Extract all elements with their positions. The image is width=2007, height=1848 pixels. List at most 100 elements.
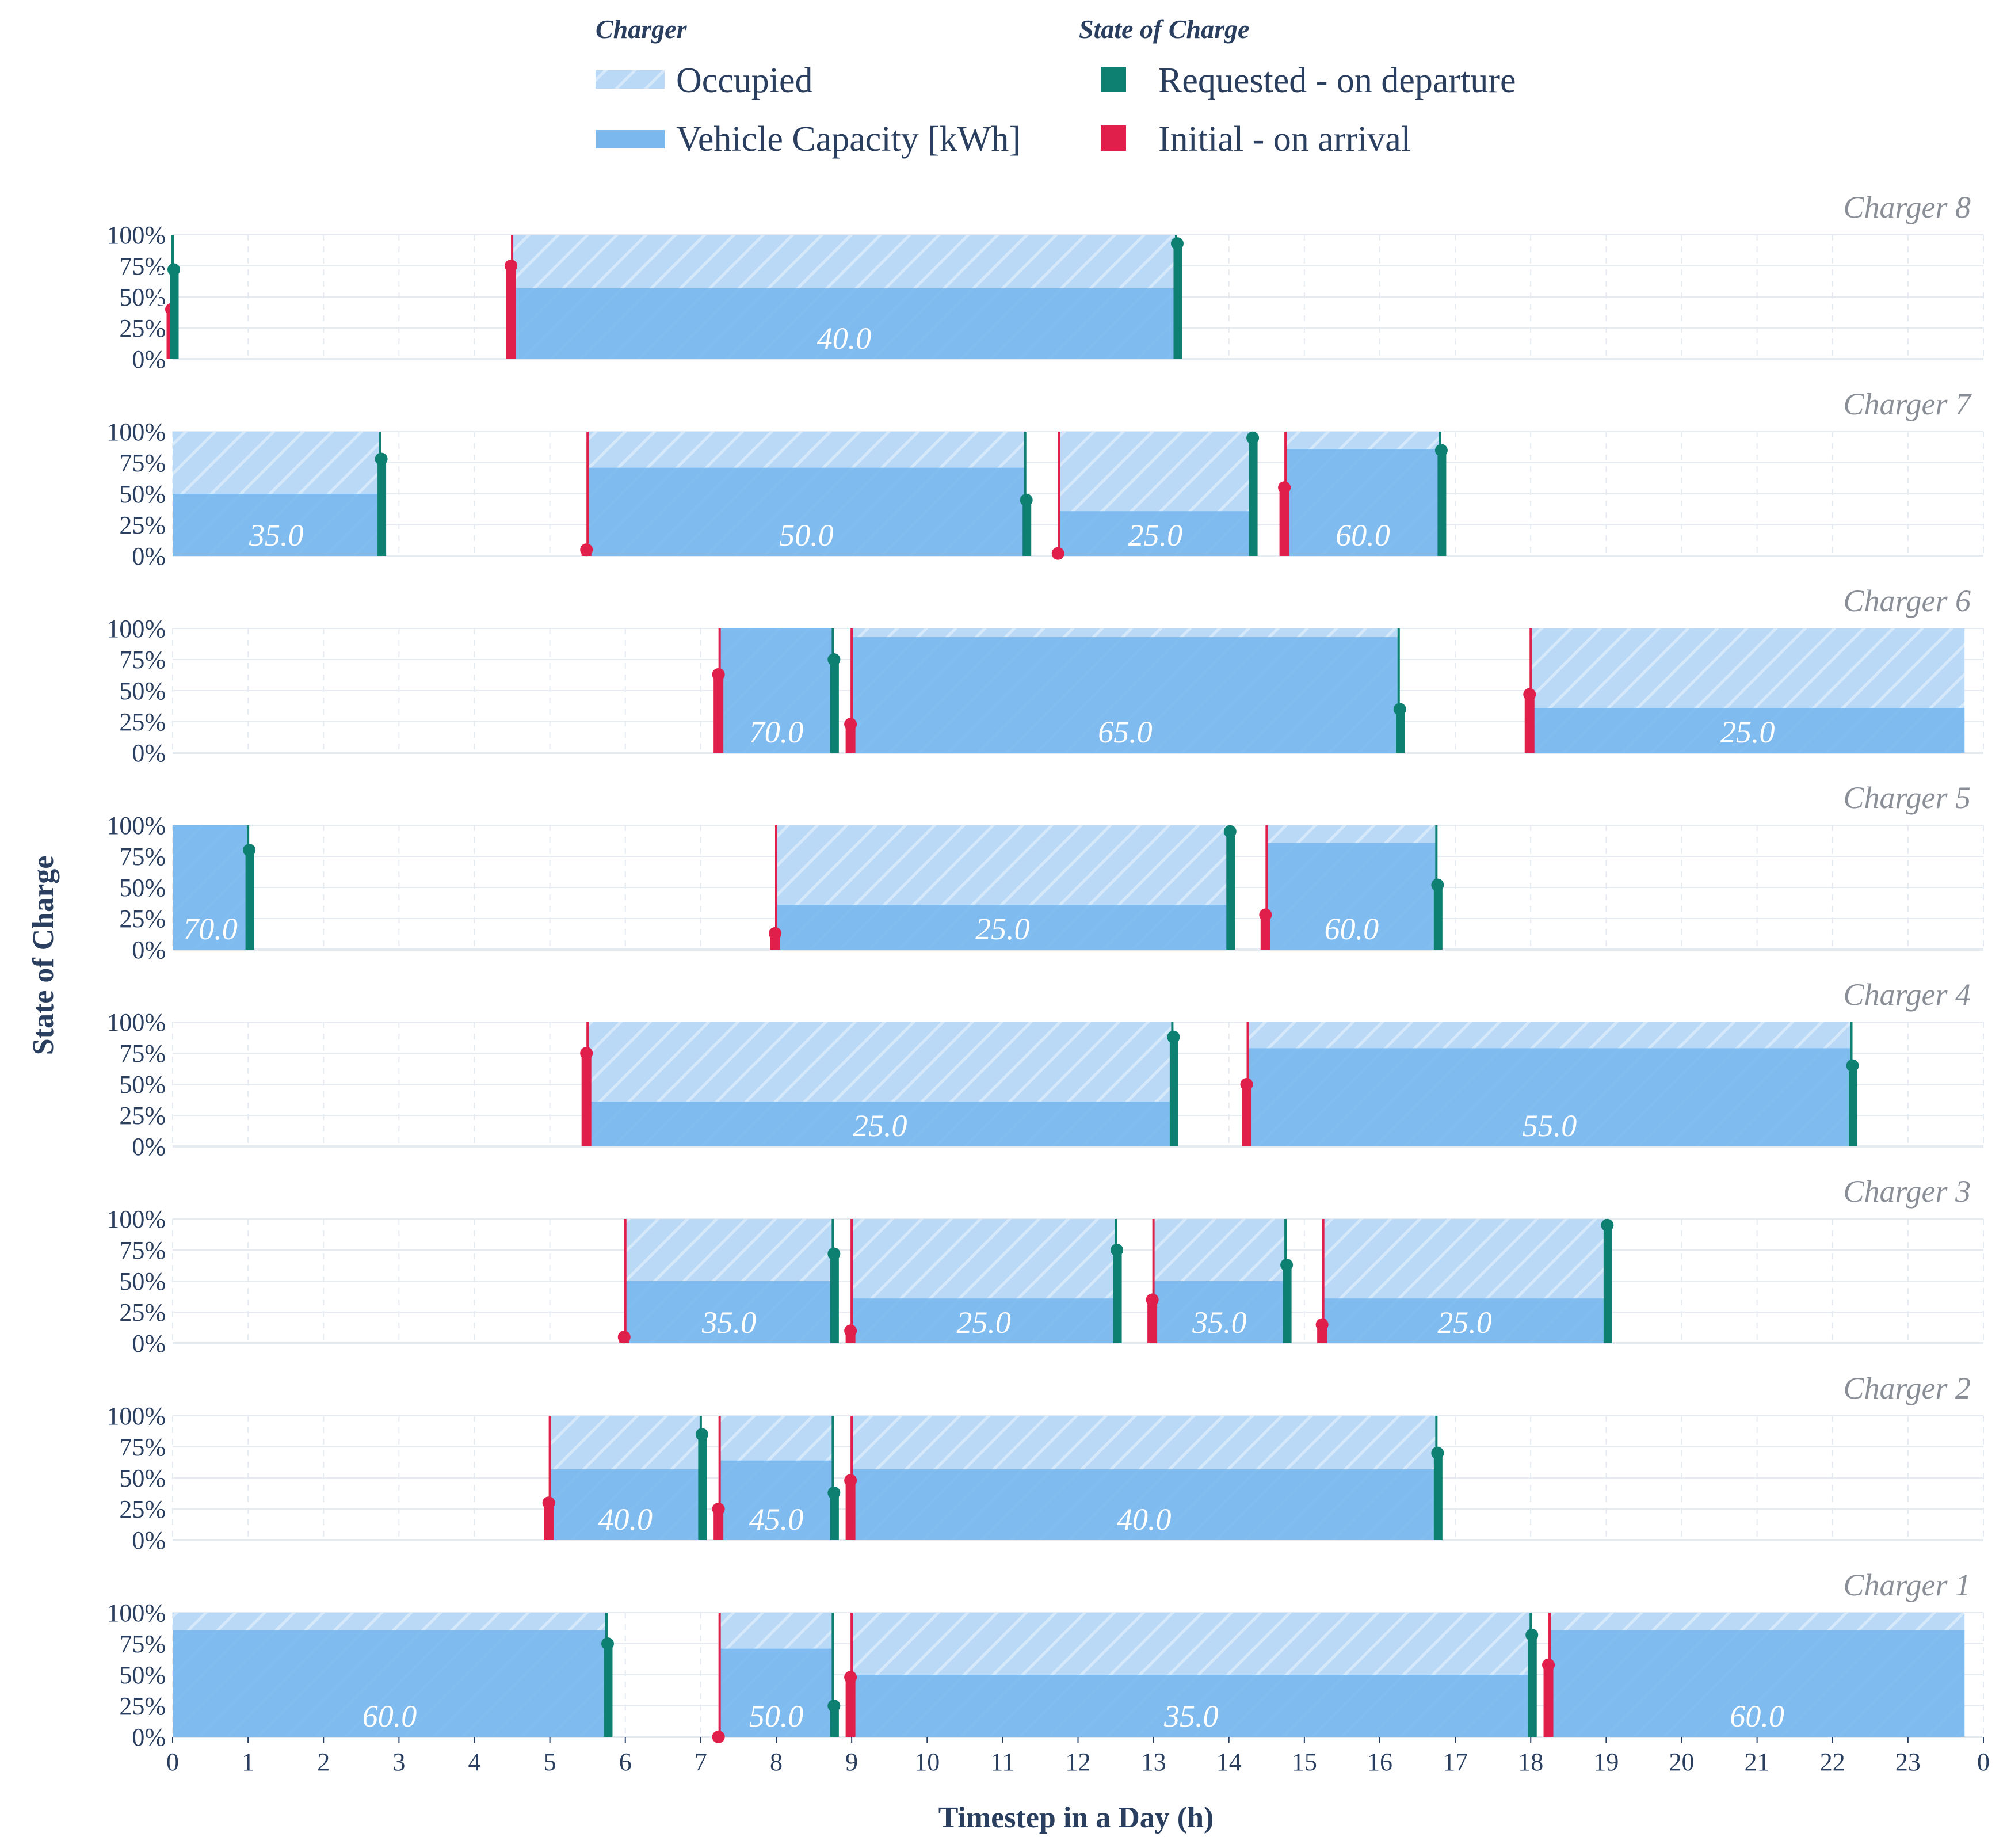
capacity-label: 35.0 — [249, 518, 304, 553]
legend-item-occupied[interactable]: Occupied — [596, 61, 813, 100]
charger-panel: 0% 25% 50% 75% 100% Charger 6 70.0 65.0 25.0 — [106, 584, 1984, 767]
charging-session[interactable]: 65.0 — [844, 628, 1406, 753]
charging-session[interactable]: 25.0 — [844, 1219, 1124, 1343]
initial-soc-marker — [1240, 1078, 1253, 1091]
requested-soc-marker — [1525, 1628, 1539, 1641]
capacity-label: 45.0 — [749, 1502, 804, 1537]
charging-session[interactable]: 25.0 — [1315, 1218, 1614, 1343]
charging-session[interactable]: 60.0 — [1259, 825, 1444, 950]
requested-soc-marker — [167, 263, 180, 276]
requested-soc-bar — [830, 1706, 839, 1737]
y-tick-label: 50% — [119, 677, 166, 705]
x-tick-label: 1 — [242, 1748, 254, 1776]
y-tick-label: 75% — [119, 449, 166, 477]
charger-panel: 0% 25% 50% 75% 100% Charger 5 70.0 25.0 60.0 — [106, 780, 1984, 964]
capacity-bar — [550, 1469, 701, 1540]
charging-session[interactable]: 25.0 — [1523, 628, 1965, 753]
y-tick-label: 0% — [132, 936, 166, 964]
requested-soc-bar — [1437, 450, 1447, 556]
capacity-bar — [173, 825, 249, 950]
capacity-label: 25.0 — [956, 1305, 1011, 1340]
y-tick-label: 50% — [119, 874, 166, 902]
charging-session[interactable]: 35.0 — [844, 1613, 1539, 1737]
requested-soc-bar — [1396, 709, 1405, 753]
requested-soc-marker — [1167, 1030, 1180, 1043]
y-tick-label: 0% — [132, 1329, 166, 1358]
capacity-bar — [1153, 1281, 1286, 1343]
charging-session[interactable]: 60.0 — [1278, 432, 1448, 556]
requested-soc-marker — [1846, 1059, 1859, 1072]
initial-soc-marker — [1278, 481, 1291, 494]
legend-item-capacity[interactable]: Vehicle Capacity [kWh] — [596, 120, 1021, 159]
requested-soc-marker — [1246, 431, 1260, 444]
legend-item-requested[interactable]: Requested - on departure — [1101, 61, 1516, 100]
legend-item-initial[interactable]: Initial - on arrival — [1101, 120, 1411, 159]
charging-session[interactable]: 35.0 — [617, 1219, 841, 1344]
x-tick-label: 16 — [1367, 1748, 1392, 1776]
requested-soc-marker — [695, 1428, 708, 1441]
charging-session[interactable]: 40.0 — [542, 1416, 708, 1540]
charger-title: Charger 8 — [1843, 190, 1971, 224]
capacity-label: 70.0 — [183, 912, 238, 946]
capacity-label: 40.0 — [598, 1502, 653, 1537]
y-axis-title: State of Charge — [27, 856, 60, 1056]
charging-session[interactable]: 25.0 — [769, 825, 1237, 950]
charging-session[interactable]: 70.0 — [712, 628, 841, 753]
initial-soc-bar — [1279, 487, 1289, 556]
x-axis-ticks: 0 1 2 3 4 5 6 7 8 9 10 11 12 13 14 15 16 17 18 19 20 21 22 23 0 — [166, 1737, 1990, 1776]
capacity-bar — [512, 288, 1176, 359]
legend-charger-heading: Charger — [596, 14, 688, 44]
initial-soc-marker — [505, 260, 518, 272]
capacity-label: 60.0 — [1730, 1699, 1784, 1733]
capacity-bar — [852, 1469, 1437, 1540]
initial-soc-bar — [1147, 1300, 1158, 1343]
capacity-label: 35.0 — [1192, 1305, 1247, 1340]
charging-session[interactable]: 40.0 — [844, 1416, 1444, 1540]
legend-swatch-capacity — [596, 130, 665, 148]
x-tick-label: 21 — [1745, 1748, 1770, 1776]
charging-session[interactable]: 40.0 — [505, 235, 1184, 359]
charging-session[interactable]: 35.0 — [1146, 1219, 1294, 1343]
initial-soc-marker — [769, 927, 781, 940]
requested-soc-bar — [1528, 1634, 1537, 1737]
charging-session[interactable]: 55.0 — [150, 235, 184, 359]
charger-title: Charger 2 — [1843, 1371, 1971, 1405]
requested-soc-bar — [377, 459, 387, 556]
legend-label-requested: Requested - on departure — [1158, 61, 1516, 100]
requested-soc-bar — [830, 1253, 839, 1343]
requested-soc-bar — [830, 660, 839, 753]
y-tick-label: 100% — [106, 1205, 166, 1233]
requested-soc-marker — [1280, 1258, 1294, 1271]
initial-soc-marker — [1542, 1658, 1555, 1671]
requested-soc-bar — [830, 1492, 839, 1540]
capacity-label: 60.0 — [1336, 518, 1390, 553]
y-tick-label: 25% — [119, 1495, 166, 1523]
requested-soc-marker — [1111, 1244, 1124, 1256]
capacity-bar — [719, 1648, 833, 1737]
requested-soc-bar — [1433, 1453, 1443, 1540]
initial-soc-marker — [844, 1474, 857, 1487]
charging-session[interactable]: 45.0 — [712, 1416, 841, 1540]
capacity-label: 40.0 — [817, 321, 872, 356]
charger-panel: 0% 25% 50% 75% 100% Charger 8 55.0 40.0 — [106, 190, 1984, 374]
charging-session[interactable]: 25.0 — [580, 1022, 1180, 1146]
charging-session[interactable]: 70.0 — [173, 825, 256, 950]
charging-session[interactable]: 35.0 — [173, 432, 388, 556]
y-tick-label: 50% — [119, 1464, 166, 1492]
requested-soc-bar — [1283, 1264, 1292, 1343]
charging-session[interactable]: 50.0 — [580, 432, 1033, 557]
capacity-bar — [1266, 843, 1437, 950]
charging-session[interactable]: 60.0 — [173, 1613, 614, 1737]
charging-session[interactable]: 55.0 — [1240, 1022, 1859, 1146]
capacity-bar — [625, 1281, 833, 1343]
y-tick-label: 0% — [132, 739, 166, 767]
charging-session[interactable]: 60.0 — [1542, 1613, 1965, 1737]
charging-session[interactable]: 25.0 — [1051, 431, 1260, 560]
requested-soc-bar — [1433, 885, 1443, 950]
legend: Charger State of Charge Occupied Vehicle… — [596, 14, 1516, 159]
initial-soc-marker — [617, 1331, 631, 1344]
initial-soc-marker — [1259, 908, 1272, 921]
capacity-label: 25.0 — [1128, 518, 1183, 553]
charging-session[interactable]: 50.0 — [712, 1613, 841, 1743]
